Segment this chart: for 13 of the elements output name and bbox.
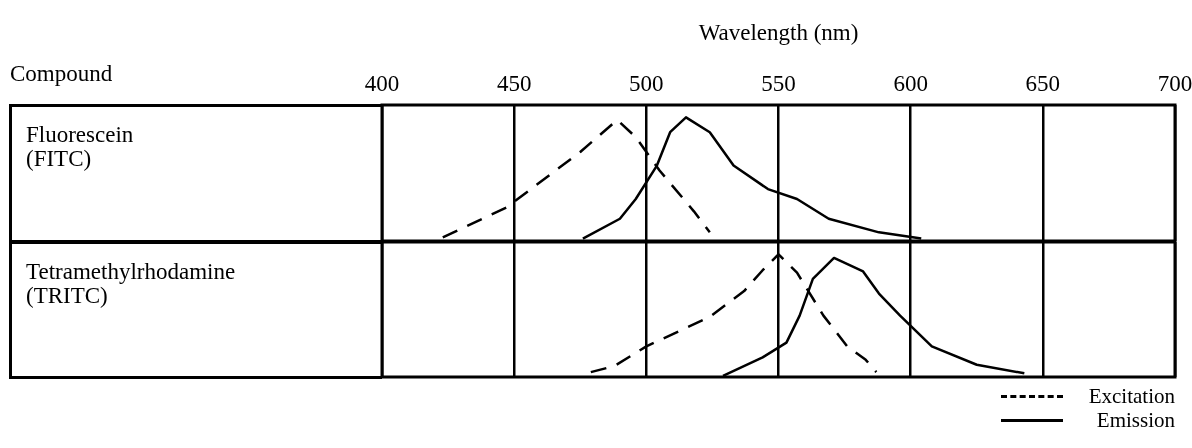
x-tick-label: 450	[496, 71, 532, 97]
x-axis-title: Wavelength (nm)	[698, 19, 859, 45]
y-axis-title: Fluorescein (FITC)	[26, 122, 134, 171]
x-tick-label: 550	[761, 71, 796, 97]
x-tick-label: 700	[1157, 71, 1192, 97]
x-tick-label: 650	[1025, 71, 1061, 97]
x-tick-label: 500	[629, 71, 664, 97]
legend-label: Emission	[1095, 407, 1175, 433]
x-tick-label: 600	[893, 71, 928, 97]
legend-label: Excitation	[1087, 383, 1175, 409]
y-axis-title: Tetramethylrhodamine (TRITC)	[26, 259, 236, 308]
text: Compound	[10, 61, 113, 87]
x-tick-label: 400	[364, 71, 400, 97]
